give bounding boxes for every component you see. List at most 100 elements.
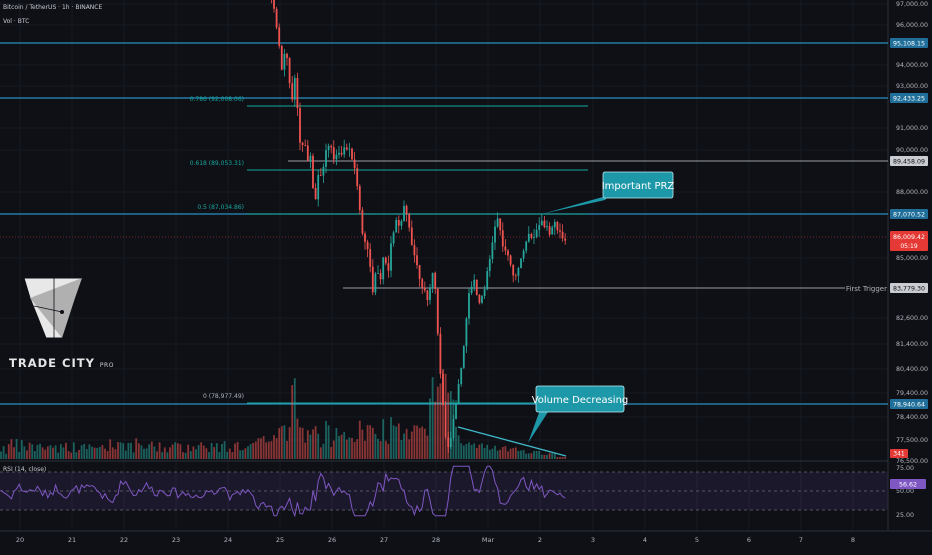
- volume-bar: [405, 428, 408, 459]
- volume-bar: [335, 427, 338, 459]
- volume-bar: [288, 427, 291, 459]
- volume-bar: [78, 449, 80, 459]
- volume-bar: [418, 427, 421, 459]
- volume-bar: [244, 448, 247, 459]
- volume-bar: [192, 446, 195, 459]
- volume-bar: [267, 441, 270, 459]
- candle-body: [351, 148, 353, 160]
- volume-bar: [132, 452, 135, 459]
- candle-body: [327, 145, 330, 151]
- volume-bar: [197, 445, 200, 459]
- volume-bar: [88, 444, 91, 459]
- volume-bar: [111, 447, 114, 459]
- volume-bar: [163, 447, 166, 459]
- candle-body: [335, 154, 338, 160]
- grid-lines: [0, 0, 888, 531]
- volume-bar: [488, 449, 491, 459]
- volume-bar: [179, 444, 182, 459]
- volume-bar: [317, 433, 320, 459]
- candle-body: [522, 250, 525, 259]
- volume-bar: [410, 431, 413, 459]
- volume-bar: [260, 438, 262, 459]
- candle-body: [405, 205, 408, 214]
- volume-bar: [460, 443, 463, 459]
- candle-body: [390, 243, 392, 271]
- candle-body: [426, 290, 429, 301]
- volume-bar: [122, 443, 125, 459]
- volume-trendline[interactable]: [457, 426, 567, 457]
- volume-bar: [465, 443, 468, 459]
- volume-bar: [210, 442, 213, 459]
- price-level-tag: 87,070.52: [893, 211, 925, 218]
- fibonacci-retracement[interactable]: 0.786 (92,008.06) 0.618 (89,053.31) 0.5 …: [190, 96, 588, 404]
- volume-bar: [553, 453, 556, 459]
- candle-body: [444, 405, 447, 438]
- volume-bar: [67, 451, 70, 459]
- volume-bar: [304, 442, 307, 459]
- volume-bar: [174, 442, 177, 459]
- candle-body: [299, 107, 301, 143]
- volume-bar: [202, 445, 205, 459]
- time-tick-label: 23: [172, 536, 180, 544]
- volume-bar: [93, 447, 96, 459]
- candle-body: [275, 8, 278, 28]
- volume-bar: [475, 447, 478, 459]
- candle-body: [397, 220, 400, 226]
- volume-bar: [353, 441, 356, 459]
- volume-bar: [358, 420, 361, 459]
- volume-bar: [101, 445, 104, 459]
- candle-body: [455, 404, 457, 420]
- time-axis[interactable]: 20 21 22 23 24 25 26 27 28 Mar 2 3 4 5 6 7 8: [16, 536, 855, 544]
- fib-label-0: 0 (78,977.49): [203, 393, 244, 400]
- time-tick-label: 8: [851, 536, 855, 544]
- candle-body: [382, 257, 385, 280]
- volume-bar: [41, 447, 44, 459]
- callout-important-prz[interactable]: Important PRZ: [542, 171, 675, 214]
- volume-bar: [384, 440, 387, 459]
- volume-bar: [556, 457, 559, 459]
- price-axis[interactable]: 97,000.00 96,000.00 94,000.00 93,000.00 91,0…: [896, 1, 928, 465]
- volume-bar: [559, 457, 561, 459]
- volume-bar: [462, 445, 465, 459]
- volume-bar: [124, 450, 127, 459]
- volume-bar: [140, 445, 143, 459]
- volume-bar: [408, 439, 411, 459]
- volume-bar: [468, 442, 470, 459]
- candle-body: [478, 294, 481, 303]
- candle-body: [436, 288, 439, 334]
- volume-bar: [312, 429, 314, 459]
- candle-body: [457, 383, 460, 405]
- volume-bar: [182, 452, 184, 459]
- candle-body: [319, 174, 322, 176]
- candle-body: [496, 218, 499, 227]
- candle-body: [374, 273, 377, 293]
- candle-body: [332, 147, 335, 160]
- volume-bar: [265, 442, 268, 459]
- time-tick-label: 3: [591, 536, 595, 544]
- callout-volume-decreasing[interactable]: Volume Decreasing: [528, 385, 628, 443]
- price-tick-label: 85,000.00: [896, 255, 928, 262]
- volume-bar: [356, 439, 359, 459]
- volume-bar: [239, 450, 242, 459]
- volume-bar: [150, 441, 153, 459]
- time-tick-label: Mar: [482, 536, 495, 544]
- logo-prism-edge: [33, 305, 63, 313]
- logo-name: TRADE CITY: [9, 356, 95, 370]
- volume-bar: [26, 450, 28, 459]
- volume-bar: [496, 450, 499, 459]
- volume-bar: [478, 444, 481, 459]
- price-level-tag-bg: [890, 399, 928, 409]
- price-tick-label: 90,000.00: [896, 147, 928, 154]
- candle-body: [564, 238, 567, 241]
- candle-body: [293, 77, 296, 100]
- callout-text-important-prz: Important PRZ: [602, 181, 675, 192]
- volume-bar: [340, 434, 343, 459]
- candle-body: [527, 233, 530, 242]
- volume-bar: [351, 438, 353, 459]
- volume-bar: [343, 432, 346, 459]
- candle-body: [400, 221, 403, 226]
- volume-bar: [434, 401, 437, 459]
- rsi-line: [0, 465, 566, 518]
- logo-prism-shade: [30, 278, 82, 338]
